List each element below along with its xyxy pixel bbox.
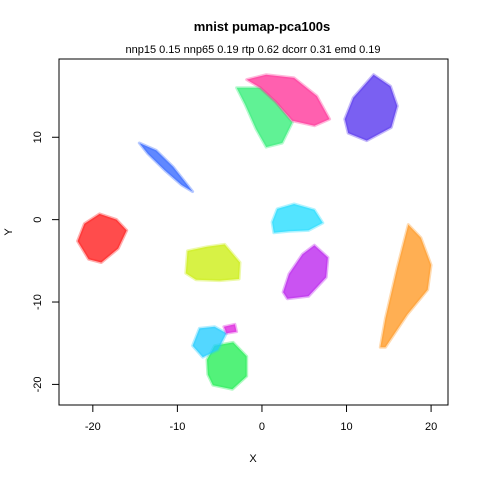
chart-subtitle: nnp15 0.15 nnp65 0.19 rtp 0.62 dcorr 0.3… — [125, 44, 380, 56]
cluster-1 — [137, 141, 195, 194]
cluster-3 — [184, 242, 242, 283]
cluster-2 — [76, 212, 129, 264]
cluster-7 — [270, 202, 325, 235]
x-tick-label: -20 — [85, 421, 101, 433]
chart-title: mnist pumap-pca100s — [194, 19, 331, 34]
y-tick-label: 10 — [32, 131, 44, 143]
x-axis-label: X — [249, 453, 257, 465]
cluster-6 — [222, 322, 239, 335]
y-tick-label: 0 — [32, 217, 44, 223]
cluster-9 — [378, 223, 433, 349]
x-tick-label: 0 — [259, 421, 265, 433]
cluster-4 — [205, 340, 249, 391]
x-tick-label: 20 — [425, 421, 437, 433]
y-axis: -20 -10 0 10 — [32, 131, 60, 392]
x-tick-label: -10 — [169, 421, 185, 433]
cluster-8 — [281, 243, 330, 301]
cluster-11 — [245, 73, 332, 128]
y-axis-label: Y — [3, 228, 15, 236]
x-axis: -20 -10 0 10 20 — [85, 404, 437, 433]
cluster-12 — [343, 73, 399, 143]
y-tick-label: -20 — [32, 376, 44, 392]
data-clusters — [76, 73, 433, 391]
x-tick-label: 10 — [340, 421, 352, 433]
y-tick-label: -10 — [32, 294, 44, 310]
